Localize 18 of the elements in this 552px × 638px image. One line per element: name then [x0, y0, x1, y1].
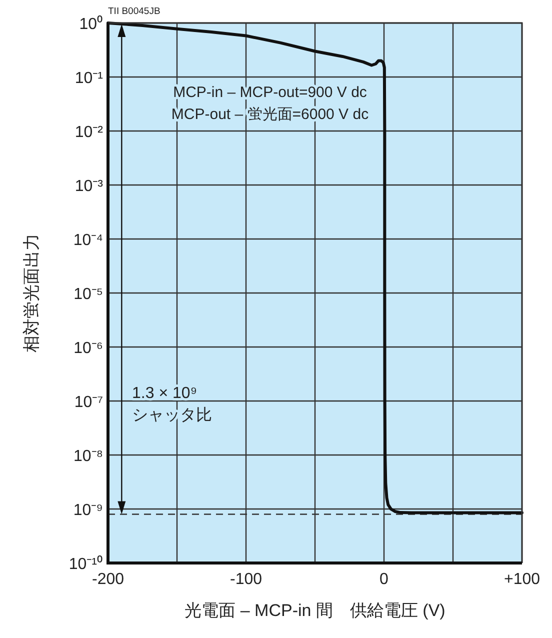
x-axis-title: 光電面 – MCP-in 間 供給電圧 (V) [184, 601, 446, 620]
y-tick-label: 10⁻¹ [74, 70, 103, 87]
y-tick-label: 10⁻² [74, 124, 104, 141]
text: TII B0045JB [108, 6, 160, 17]
y-tick-label: 10⁻⁵ [74, 286, 103, 303]
y-tick-label: 10⁻⁹ [73, 502, 103, 519]
y-tick-label: 10⁻³ [74, 178, 104, 195]
y-tick-label: 10⁻⁸ [73, 448, 103, 465]
y-tick-label: 10⁰ [79, 15, 103, 33]
x-tick-label: 0 [380, 571, 389, 588]
y-tick-label: 10⁻⁷ [74, 394, 104, 411]
x-tick-label: -100 [230, 571, 262, 588]
y-axis-title: 相対蛍光面出力 [22, 234, 41, 352]
x-tick-label: +100 [504, 571, 540, 588]
y-tick-label: 10⁻¹⁰ [68, 555, 103, 573]
x-tick-label: -200 [92, 571, 124, 588]
y-tick-label: 10⁻⁴ [73, 232, 104, 249]
y-tick-label: 10⁻⁶ [74, 340, 103, 357]
